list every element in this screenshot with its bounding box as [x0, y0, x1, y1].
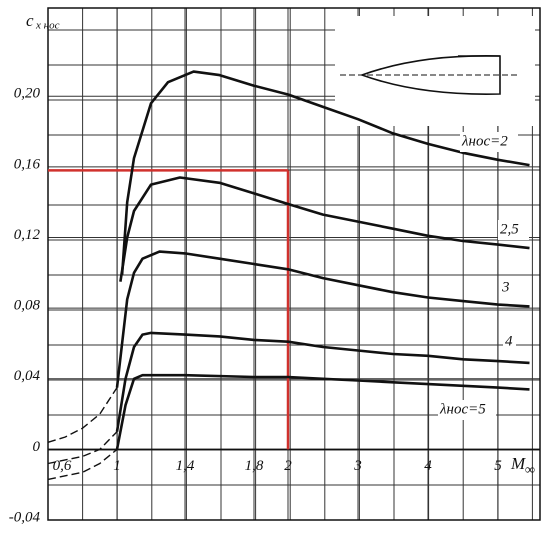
y-tick-label: 0,20: [14, 86, 41, 102]
series-label: λнос=2: [461, 133, 508, 149]
x-tick-label: 1,4: [176, 458, 195, 474]
y-tick-label: 0,12: [14, 227, 41, 243]
label-bg: [500, 278, 513, 298]
series-label: 2,5: [500, 221, 519, 237]
x-tick-label: 1: [113, 458, 121, 474]
series-label: 3: [501, 279, 510, 295]
y-tick-label: 0,16: [14, 156, 41, 172]
label-bg: [438, 400, 496, 420]
series-line: [119, 176, 530, 282]
x-tick-label: 1,8: [245, 458, 264, 474]
series-line: [115, 250, 530, 388]
label-bg: [498, 220, 529, 240]
x-tick-label: 5: [494, 458, 502, 474]
series-label: 4: [505, 333, 513, 349]
extrapolated-line: [47, 448, 118, 481]
x-axis-label: M: [510, 454, 526, 473]
x-axis-label-sub: ∞: [525, 463, 535, 478]
label-bg: [460, 132, 518, 152]
series-line: [115, 331, 530, 432]
series-line: [115, 373, 530, 450]
label-bg: [503, 332, 516, 352]
extrapolated-line: [47, 387, 118, 443]
inset: [335, 16, 535, 126]
series-label: λнос=5: [439, 401, 486, 417]
x-tick-label: 3: [353, 458, 362, 474]
y-tick-label: 0,04: [14, 368, 41, 384]
x-tick-label: 4: [424, 458, 432, 474]
y-tick-label: 0: [33, 439, 41, 455]
x-tick-label: 2: [284, 458, 292, 474]
series-line: [120, 70, 530, 275]
plot-frame: [47, 7, 541, 521]
y-tick-label: 0,08: [14, 298, 41, 314]
extrapolated-line: [47, 431, 118, 465]
y-axis-label: c: [26, 11, 34, 30]
x-tick-label: 0,6: [53, 458, 72, 474]
y-tick-label: -0,04: [9, 509, 41, 525]
